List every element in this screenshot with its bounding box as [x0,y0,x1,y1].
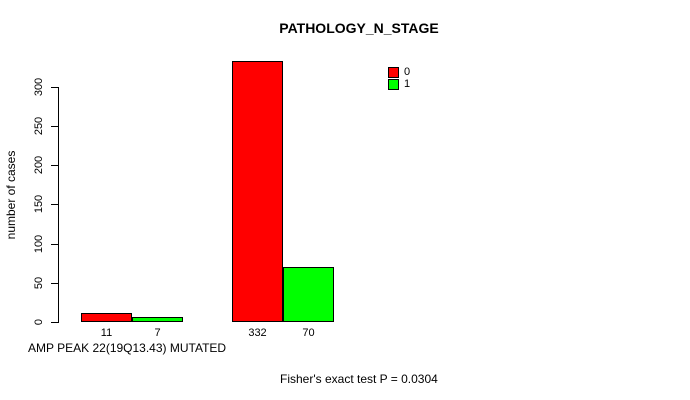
bar-series-0-group-1 [81,313,132,322]
y-axis-tick-mark [51,322,58,323]
y-axis-tick-mark [51,244,58,245]
y-axis-tick-label: 150 [33,194,45,214]
legend-swatch-green [388,78,399,90]
y-axis-tick-label: 250 [33,116,45,136]
legend-label-0: 0 [404,65,411,78]
y-axis-tick-label: 0 [33,318,45,326]
bar-value-label: 332 [248,327,267,339]
y-axis-tick-mark [51,204,58,205]
y-axis-tick-label: 200 [33,155,45,175]
legend: 0 1 [388,66,410,90]
bar-value-label: 7 [154,327,161,339]
y-axis-tick-mark [51,165,58,166]
bar-series-1-group-2 [283,267,334,322]
legend-entry-0: 0 [388,66,410,78]
bar-value-label: 11 [100,327,113,339]
y-axis-tick-mark [51,126,58,127]
chart-title: PATHOLOGY_N_STAGE [279,20,439,36]
bar-series-0-group-2 [232,61,283,322]
y-axis-tick-label: 300 [33,77,45,97]
legend-swatch-red [388,66,399,78]
legend-label-1: 1 [404,77,411,90]
x-axis-title: AMP PEAK 22(19Q13.43) MUTATED [28,341,227,355]
y-axis-tick-mark [51,283,58,284]
y-axis-tick-label: 50 [33,276,45,290]
legend-entry-1: 1 [388,78,410,90]
y-axis-title: number of cases [4,150,18,240]
y-axis-line [58,87,59,323]
fisher-test-annotation: Fisher's exact test P = 0.0304 [280,372,438,386]
y-axis-tick-label: 100 [33,234,45,254]
bar-series-1-group-1 [132,317,183,322]
bar-value-label: 70 [302,327,315,339]
y-axis-tick-mark [51,87,58,88]
